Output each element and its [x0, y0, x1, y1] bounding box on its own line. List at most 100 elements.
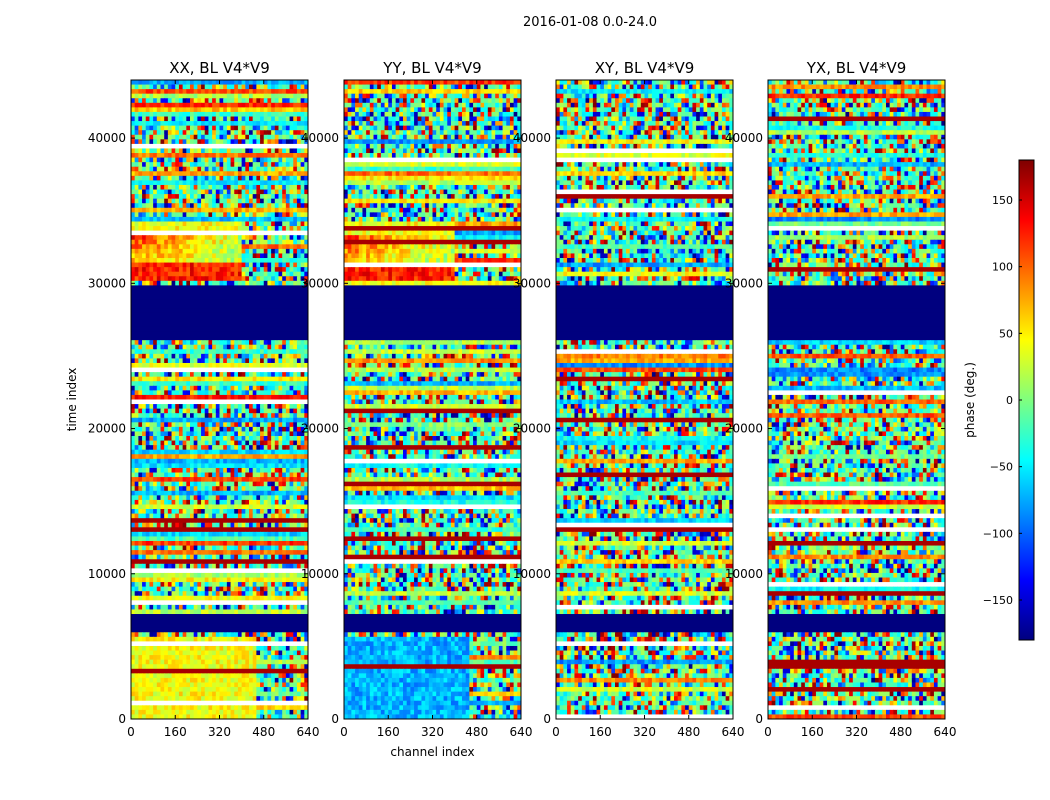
heatmap-cell [296, 591, 302, 597]
heatmap-cell [219, 431, 224, 437]
heatmap-cell [267, 180, 272, 186]
heatmap-cell [160, 509, 165, 515]
heatmap-cell [153, 372, 158, 378]
heatmap-cell [278, 632, 283, 638]
heatmap-cell [296, 582, 302, 588]
heatmap-cell [175, 604, 180, 611]
heatmap-cell [178, 636, 184, 643]
heatmap-cell [296, 148, 302, 154]
heatmap-cell [156, 180, 162, 186]
heatmap-cell [197, 239, 202, 245]
heatmap-cell [190, 472, 195, 478]
heatmap-cell [230, 98, 235, 104]
heatmap-cell [145, 645, 151, 652]
heatmap-cell [256, 171, 261, 177]
heatmap-cell [285, 404, 291, 410]
heatmap-cell [149, 509, 154, 515]
heatmap-cell [153, 417, 158, 423]
heatmap-cell [156, 431, 162, 437]
heatmap-cell [304, 139, 308, 145]
heatmap-cell [186, 636, 191, 643]
heatmap-cell [145, 262, 151, 268]
heatmap-cell [223, 426, 228, 433]
heatmap-cell [245, 235, 250, 241]
heatmap-cell [245, 216, 250, 223]
heatmap-cell [145, 545, 151, 551]
heatmap-cell [138, 253, 143, 259]
heatmap-cell [278, 153, 283, 159]
heatmap-cell [197, 632, 202, 638]
heatmap-cell [223, 499, 228, 506]
heatmap-cell [149, 189, 154, 195]
heatmap-cell [142, 93, 147, 99]
heatmap-cell [245, 180, 250, 186]
heatmap-cell [226, 440, 232, 446]
heatmap-cell [289, 80, 294, 86]
heatmap-cell [175, 499, 180, 506]
heatmap-cell [193, 545, 198, 551]
heatmap-cell [156, 499, 162, 506]
heatmap-cell [271, 390, 276, 396]
heatmap-cell [208, 239, 213, 245]
heatmap-cell [249, 262, 254, 268]
heatmap-cell [138, 509, 143, 515]
gap-cell [131, 568, 308, 574]
heatmap-cell [142, 540, 147, 547]
heatmap-cell [271, 157, 276, 163]
heatmap-cell [142, 276, 147, 282]
heatmap-cell [234, 376, 239, 382]
heatmap-cell [300, 422, 305, 428]
heatmap-cell [245, 463, 250, 469]
heatmap-cell [134, 504, 139, 510]
heatmap-cell [296, 481, 302, 487]
heatmap-cell [304, 372, 308, 378]
heatmap-cell [245, 404, 250, 410]
heatmap-cell [212, 636, 217, 643]
heatmap-cell [289, 577, 294, 583]
heatmap-cell [208, 280, 213, 286]
heatmap-cell [190, 84, 195, 90]
heatmap-cell [208, 207, 213, 213]
heatmap-cell [142, 404, 147, 410]
heatmap-cell [175, 394, 180, 401]
heatmap-cell [249, 467, 254, 474]
heatmap-cell [289, 636, 294, 643]
heatmap-cell [219, 198, 224, 204]
heatmap-cell [164, 171, 169, 177]
heatmap-cell [175, 180, 180, 186]
heatmap-cell [204, 385, 210, 391]
heatmap-cell [160, 458, 165, 464]
heatmap-cell [263, 235, 269, 241]
heatmap-cell [204, 582, 210, 588]
heatmap-cell [237, 180, 243, 186]
heatmap-cell [252, 244, 257, 250]
heatmap-cell [182, 253, 187, 259]
heatmap-cell [226, 116, 232, 122]
heatmap-cell [193, 495, 198, 501]
heatmap-cell [263, 531, 269, 538]
heatmap-cell [296, 162, 302, 168]
heatmap-cell [201, 454, 206, 460]
heatmap-cell [219, 221, 224, 227]
heatmap-cell [212, 582, 217, 588]
heatmap-cell [145, 445, 151, 451]
heatmap-cell [282, 563, 287, 569]
heatmap-cell [186, 454, 191, 460]
heatmap-cell [171, 175, 176, 182]
heatmap-cell [296, 362, 302, 369]
heatmap-cell [208, 394, 213, 401]
heatmap-cell [145, 522, 151, 528]
heatmap-cell [274, 531, 280, 538]
heatmap-cell [142, 89, 147, 95]
heatmap-cell [249, 385, 254, 391]
heatmap-cell [234, 244, 239, 250]
heatmap-cell [197, 362, 202, 369]
heatmap-cell [252, 394, 257, 401]
heatmap-cell [267, 248, 272, 255]
heatmap-cell [208, 404, 213, 410]
heatmap-cell [282, 239, 287, 245]
heatmap-cell [241, 495, 246, 501]
heatmap-cell [171, 545, 176, 551]
heatmap-cell [145, 577, 151, 583]
heatmap-cell [212, 577, 217, 583]
